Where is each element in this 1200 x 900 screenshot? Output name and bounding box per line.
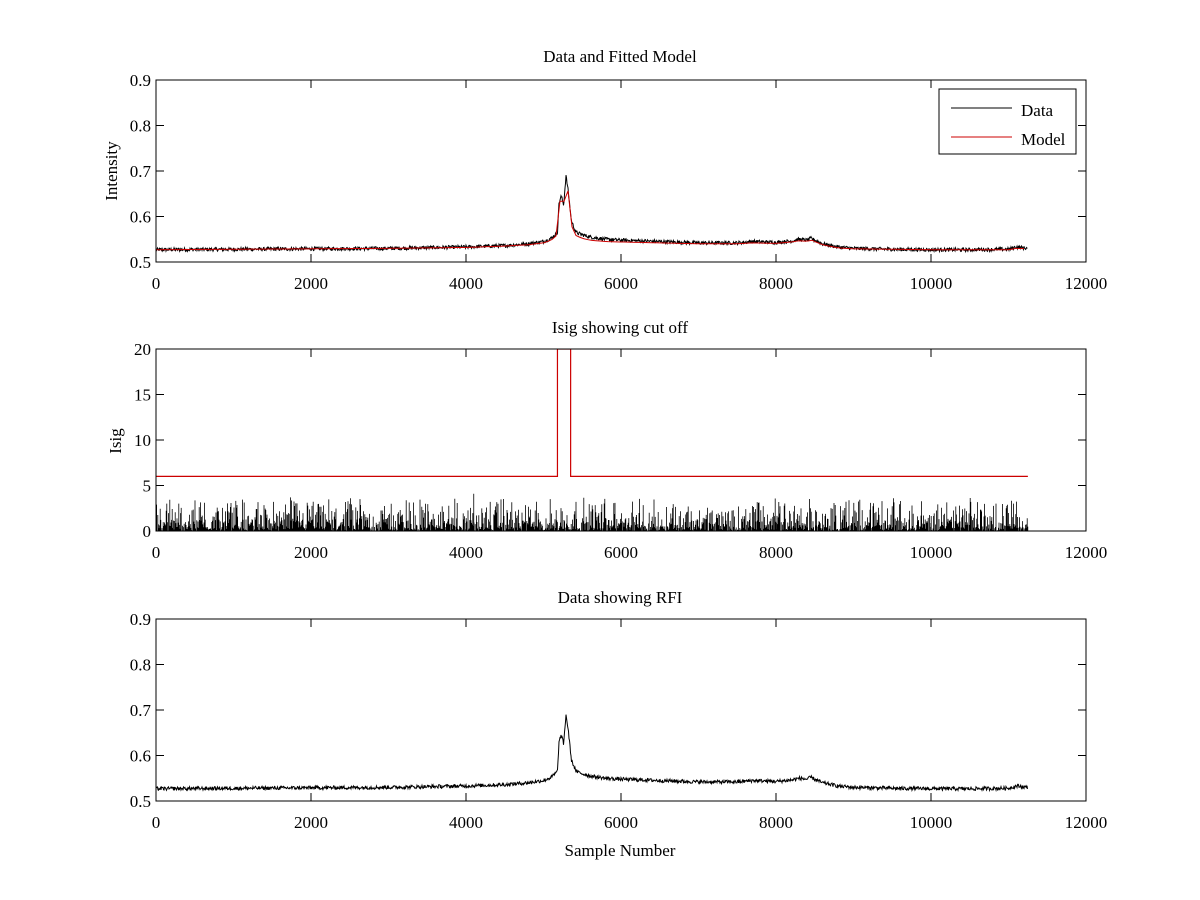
y-tick-label: 0.8 (130, 656, 151, 675)
x-axis-label: Sample Number (565, 841, 676, 860)
y-tick-label: 0.9 (130, 71, 151, 90)
x-tick-label: 10000 (910, 813, 953, 832)
y-tick-label: 0.5 (130, 792, 151, 811)
y-tick-label: 0.7 (130, 162, 152, 181)
panel-title: Isig showing cut off (552, 318, 688, 337)
legend: Data Model (938, 88, 1077, 155)
y-axis-label: Isig (106, 428, 125, 454)
x-tick-label: 2000 (294, 274, 328, 293)
y-axis-label: Intensity (102, 141, 121, 201)
y-tick-label: 10 (134, 431, 151, 450)
y-tick-label: 0 (143, 522, 152, 541)
series-model (156, 190, 1025, 251)
x-tick-label: 8000 (759, 543, 793, 562)
x-tick-label: 12000 (1065, 543, 1108, 562)
legend-model-label: Model (1021, 130, 1066, 149)
x-tick-label: 6000 (604, 274, 638, 293)
y-tick-label: 0.6 (130, 208, 151, 227)
x-tick-label: 4000 (449, 543, 483, 562)
y-tick-label: 5 (143, 477, 152, 496)
y-tick-label: 0.7 (130, 701, 152, 720)
x-tick-label: 10000 (910, 543, 953, 562)
x-tick-label: 10000 (910, 274, 953, 293)
x-tick-label: 4000 (449, 274, 483, 293)
x-tick-label: 8000 (759, 813, 793, 832)
y-tick-label: 0.5 (130, 253, 151, 272)
panel-data-showing-rfi: Data showing RFI Sample Number 0 2000 4000… (130, 588, 1108, 860)
legend-data-label: Data (1021, 101, 1054, 120)
panel-data-and-fitted-model: Data and Fitted Model Intensity 0 2000 400… (102, 47, 1107, 293)
plot-area (156, 175, 1028, 254)
plot-area (156, 714, 1028, 793)
panel-isig-showing-cut-off: Isig showing cut off Isig 0 2000 4000 6000 8… (106, 318, 1107, 562)
x-tick-label: 6000 (604, 543, 638, 562)
x-tick-label: 0 (152, 274, 161, 293)
x-tick-label: 0 (152, 543, 161, 562)
series-cut-off (156, 349, 1028, 477)
x-tick-label: 12000 (1065, 274, 1108, 293)
y-tick-label: 0.9 (130, 610, 151, 629)
panel-title: Data showing RFI (558, 588, 683, 607)
legend-box (938, 88, 1077, 155)
y-tick-label: 0.8 (130, 117, 151, 136)
x-tick-label: 8000 (759, 274, 793, 293)
y-tick-label: 20 (134, 340, 151, 359)
x-tick-label: 12000 (1065, 813, 1108, 832)
x-tick-label: 6000 (604, 813, 638, 832)
x-tick-label: 4000 (449, 813, 483, 832)
x-tick-label: 2000 (294, 543, 328, 562)
x-tick-label: 0 (152, 813, 161, 832)
panel-title: Data and Fitted Model (543, 47, 697, 66)
x-tick-label: 2000 (294, 813, 328, 832)
y-tick-label: 0.6 (130, 747, 151, 766)
series-data (156, 714, 1028, 793)
y-tick-label: 15 (134, 386, 151, 405)
